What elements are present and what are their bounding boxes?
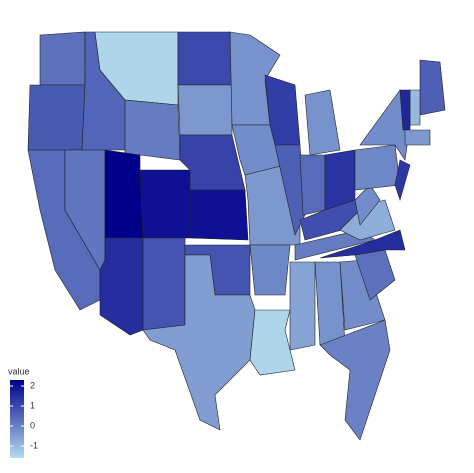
- region: [177, 31, 233, 86]
- region: [394, 159, 411, 202]
- colorbar-label: 1: [30, 400, 35, 410]
- region: [139, 169, 191, 239]
- region: [189, 189, 249, 241]
- region: [39, 31, 86, 86]
- region: [409, 89, 421, 126]
- region: [354, 184, 381, 226]
- region: [124, 99, 181, 161]
- region: [304, 89, 341, 156]
- region: [27, 84, 86, 151]
- region: [179, 134, 246, 191]
- region: [249, 309, 296, 376]
- region: [274, 144, 306, 236]
- region: [319, 229, 406, 259]
- colorbar-label: -1: [30, 440, 38, 450]
- region: [419, 59, 446, 116]
- colorbar-label: 2: [30, 380, 35, 390]
- region: [289, 261, 316, 351]
- region: [99, 237, 144, 336]
- region: [299, 154, 326, 216]
- legend-title: value: [8, 366, 30, 376]
- region: [249, 244, 291, 296]
- region: [319, 319, 391, 441]
- region: [104, 149, 144, 239]
- region: [324, 149, 356, 211]
- region: [404, 129, 431, 146]
- colorbar-label: 0: [30, 420, 35, 430]
- region: [354, 144, 401, 191]
- region: [142, 237, 186, 331]
- region: [142, 254, 256, 431]
- colorbar: [10, 380, 24, 458]
- region: [314, 261, 346, 346]
- region: [177, 84, 233, 136]
